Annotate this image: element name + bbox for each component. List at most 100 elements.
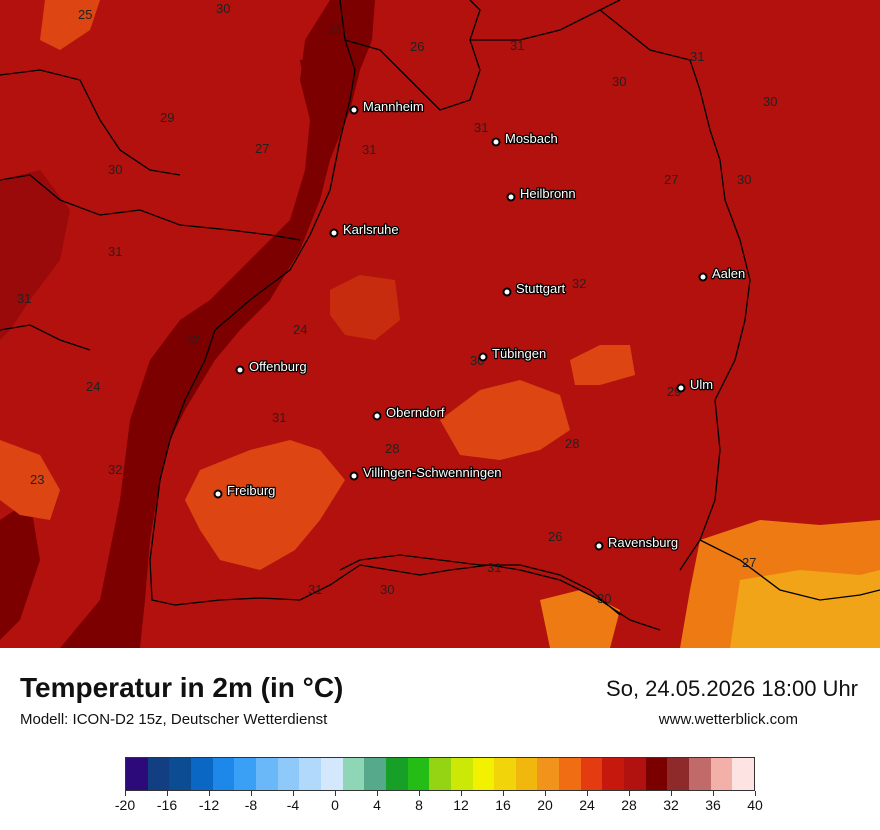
legend-tick-mark bbox=[671, 791, 672, 796]
temperature-value: 31 bbox=[362, 142, 376, 157]
legend-color-cell bbox=[190, 758, 213, 790]
legend-color-cell bbox=[364, 758, 386, 790]
city-label: Oberndorf bbox=[386, 405, 445, 420]
website-link[interactable]: www.wetterblick.com bbox=[658, 711, 798, 728]
south-east-hottest-patch bbox=[730, 570, 880, 648]
legend-color-cell bbox=[580, 758, 603, 790]
legend-tick-label: 4 bbox=[373, 797, 381, 813]
stuttgart-warm-patch bbox=[330, 275, 400, 340]
temperature-value: 28 bbox=[565, 436, 579, 451]
city-label: Freiburg bbox=[227, 483, 275, 498]
legend-tick-mark bbox=[377, 791, 378, 796]
city-ulm[interactable]: Ulm bbox=[676, 376, 714, 393]
legend-color-cell bbox=[342, 758, 365, 790]
legend-tick-mark bbox=[251, 791, 252, 796]
map-title: Temperatur in 2m (in °C) bbox=[20, 672, 344, 703]
legend-tick-label: 16 bbox=[495, 797, 511, 813]
temperature-value: 31 bbox=[510, 38, 524, 53]
city-karlsruhe[interactable]: Karlsruhe bbox=[329, 221, 400, 238]
temperature-value: 28 bbox=[385, 441, 399, 456]
legend-tick-mark bbox=[503, 791, 504, 796]
south-lake-patch bbox=[540, 590, 620, 648]
city-mannheim[interactable]: Mannheim bbox=[349, 98, 425, 115]
bodensee-shore bbox=[339, 554, 621, 616]
legend-tick-mark bbox=[713, 791, 714, 796]
temperature-value: 31 bbox=[487, 560, 501, 575]
legend-tick-mark bbox=[293, 791, 294, 796]
temperature-values: 25 30 31 26 31 31 30 30 27 31 31 30 29 27 30 31 31 32 24 30… bbox=[17, 1, 777, 606]
legend-tick-label: 28 bbox=[621, 797, 637, 813]
legend-tick-mark bbox=[755, 791, 756, 796]
color-scale-legend bbox=[125, 757, 755, 791]
legend-tick-mark bbox=[125, 791, 126, 796]
temperature-value: 25 bbox=[78, 7, 92, 22]
city-dot-icon bbox=[676, 383, 686, 393]
temperature-value: 30 bbox=[737, 172, 751, 187]
city-dot-icon bbox=[698, 272, 708, 282]
legend-tick-mark bbox=[209, 791, 210, 796]
city-dot-icon bbox=[329, 228, 339, 238]
west-border-france bbox=[0, 174, 301, 241]
legend-color-cell bbox=[472, 758, 495, 790]
city-dot-icon bbox=[478, 352, 488, 362]
city-label: Tübingen bbox=[492, 346, 546, 361]
rhine-border bbox=[149, 0, 356, 606]
city-dot-icon bbox=[349, 471, 359, 481]
city-dot-icon bbox=[349, 105, 359, 115]
bw-east-border bbox=[470, 0, 751, 571]
legend-color-cell bbox=[299, 758, 321, 790]
bw-south-border bbox=[174, 564, 661, 631]
city-label: Mosbach bbox=[505, 131, 558, 146]
city-label: Heilbronn bbox=[520, 186, 576, 201]
temperature-value: 26 bbox=[410, 39, 424, 54]
city-freiburg[interactable]: Freiburg bbox=[213, 482, 277, 499]
city-villingen[interactable]: Villingen-Schwenningen bbox=[349, 464, 503, 481]
legend-color-cell bbox=[277, 758, 300, 790]
temperature-value: 30 bbox=[216, 1, 230, 16]
legend-tick-mark bbox=[335, 791, 336, 796]
temperature-map[interactable]: 25 30 31 26 31 31 30 30 27 31 31 30 29 27 30 31 31 32 24 30… bbox=[0, 0, 880, 648]
city-stuttgart[interactable]: Stuttgart bbox=[502, 280, 567, 297]
temperature-value: 30 bbox=[763, 94, 777, 109]
legend-tick-label: -20 bbox=[114, 797, 136, 813]
temperature-value: 32 bbox=[186, 332, 200, 347]
temperature-value: 24 bbox=[293, 322, 307, 337]
forecast-datetime: So, 24.05.2026 18:00 Uhr bbox=[606, 676, 858, 701]
city-oberndorf[interactable]: Oberndorf bbox=[372, 404, 446, 421]
legend-color-cell bbox=[667, 758, 690, 790]
city-aalen[interactable]: Aalen bbox=[698, 265, 747, 282]
model-source: Modell: ICON-D2 15z, Deutscher Wetterdie… bbox=[20, 711, 328, 728]
city-heilbronn[interactable]: Heilbronn bbox=[506, 185, 577, 202]
west-inner-border bbox=[0, 69, 181, 351]
legend-color-cell bbox=[234, 758, 256, 790]
temperature-value: 24 bbox=[86, 379, 100, 394]
legend-color-cell bbox=[710, 758, 733, 790]
city-dot-icon bbox=[491, 137, 501, 147]
west-warm-patch bbox=[0, 440, 60, 520]
legend-tick-label: 8 bbox=[415, 797, 423, 813]
temperature-value: 31 bbox=[108, 244, 122, 259]
city-offenburg[interactable]: Offenburg bbox=[235, 358, 308, 375]
city-ravensburg[interactable]: Ravensburg bbox=[594, 534, 679, 551]
city-dot-icon bbox=[235, 365, 245, 375]
legend-tick-mark bbox=[587, 791, 588, 796]
north-dark-area bbox=[300, 55, 345, 120]
city-label: Stuttgart bbox=[516, 281, 566, 296]
state-borders bbox=[0, 0, 880, 631]
temperature-value: 26 bbox=[548, 529, 562, 544]
temperature-value: 31 bbox=[690, 49, 704, 64]
city-label: Offenburg bbox=[249, 359, 307, 374]
legend-tick-label: 12 bbox=[453, 797, 469, 813]
temperature-value: 30 bbox=[597, 591, 611, 606]
city-mosbach[interactable]: Mosbach bbox=[491, 130, 559, 147]
temperature-value: 31 bbox=[17, 291, 31, 306]
city-dot-icon bbox=[594, 541, 604, 551]
legend-tick-label: 24 bbox=[579, 797, 595, 813]
legend-color-cell bbox=[537, 758, 560, 790]
legend-color-cell bbox=[732, 758, 755, 790]
alb-warm-patch-2 bbox=[570, 345, 635, 385]
legend-tick-label: 20 bbox=[537, 797, 553, 813]
legend-tick-mark bbox=[419, 791, 420, 796]
city-tuebingen[interactable]: Tübingen bbox=[478, 345, 548, 362]
temperature-value: 31 bbox=[272, 410, 286, 425]
